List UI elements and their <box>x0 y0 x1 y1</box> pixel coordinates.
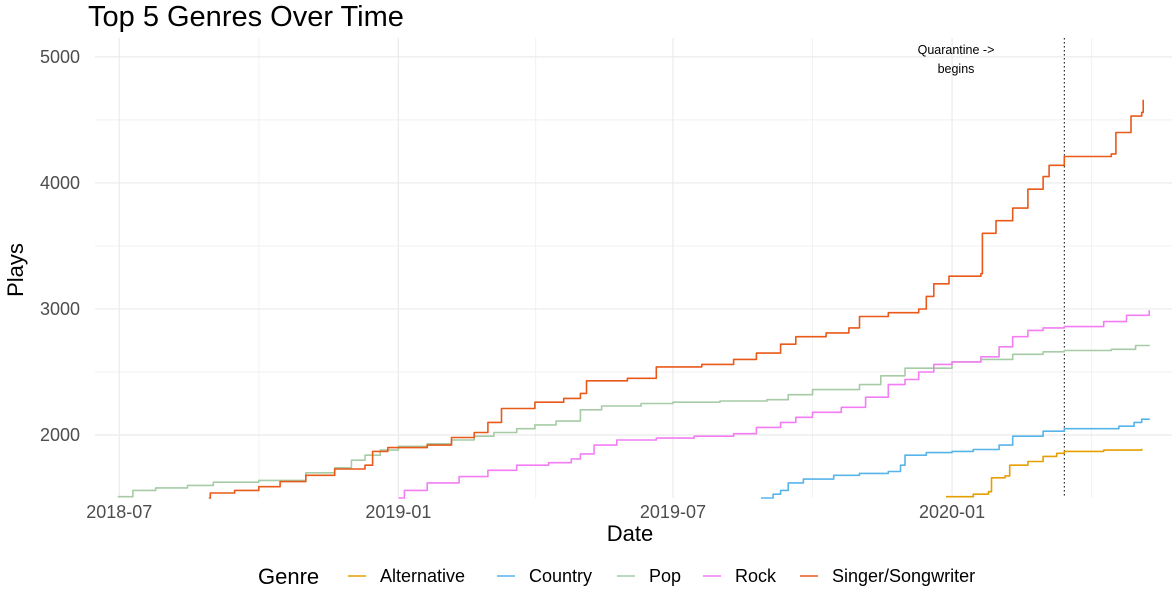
y-tick-label: 3000 <box>40 299 80 319</box>
y-tick-label: 5000 <box>40 47 80 67</box>
annotation-line-2: begins <box>938 62 975 76</box>
x-axis-title: Date <box>607 521 653 546</box>
series-line <box>117 344 1150 498</box>
series-line <box>398 310 1150 499</box>
series-line <box>946 448 1143 498</box>
y-axis-ticks: 2000 3000 4000 5000 <box>40 47 80 445</box>
x-tick-label: 2019-07 <box>640 502 706 522</box>
legend-label: Singer/Songwriter <box>832 566 975 586</box>
x-tick-label: 2020-01 <box>919 502 985 522</box>
series-line <box>208 99 1144 499</box>
series-lines <box>117 99 1150 499</box>
x-axis-ticks: 2018-07 2019-01 2019-07 2020-01 <box>86 502 985 522</box>
x-tick-label: 2018-07 <box>86 502 152 522</box>
legend-label: Rock <box>735 566 777 586</box>
chart-title: Top 5 Genres Over Time <box>88 1 404 33</box>
legend-label: Pop <box>649 566 681 586</box>
legend-label: Alternative <box>380 566 465 586</box>
legend-label: Country <box>529 566 592 586</box>
series-line <box>760 418 1150 499</box>
y-axis-title: Plays <box>3 243 28 297</box>
annotation-line-1: Quarantine -> <box>918 43 995 57</box>
grid-lines <box>95 38 1172 498</box>
y-tick-label: 4000 <box>40 173 80 193</box>
y-tick-label: 2000 <box>40 425 80 445</box>
x-tick-label: 2019-01 <box>365 502 431 522</box>
legend-title: Genre <box>258 564 319 589</box>
legend: Genre Alternative Country Pop Rock Singer/So… <box>258 564 975 589</box>
